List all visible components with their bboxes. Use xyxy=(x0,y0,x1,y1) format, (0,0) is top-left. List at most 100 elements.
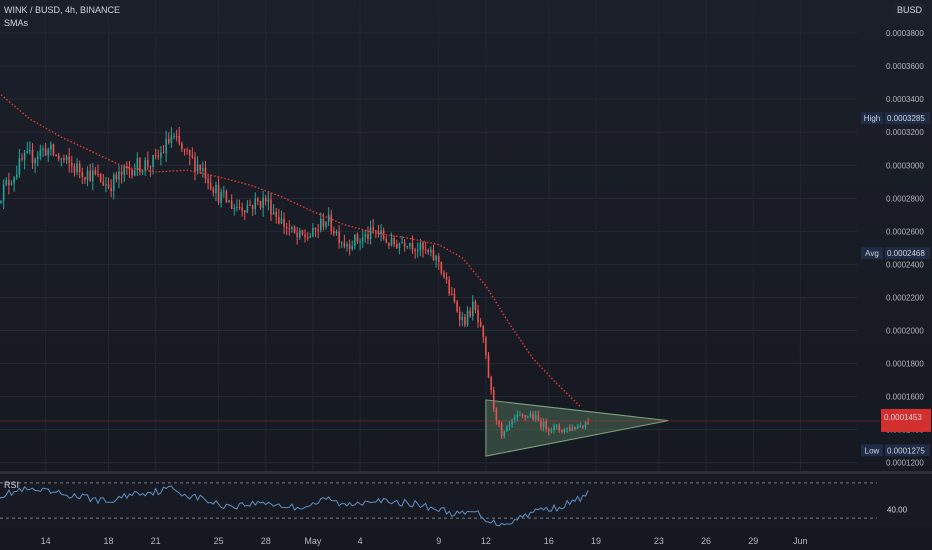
level-label: Low xyxy=(865,446,880,455)
candle-body xyxy=(13,177,15,184)
candle-body xyxy=(63,158,65,161)
candle-body xyxy=(178,136,181,144)
y-tick-label: 0.0003600 xyxy=(886,62,924,71)
candle-body xyxy=(91,170,94,182)
candle-body xyxy=(84,177,86,180)
candle-body xyxy=(270,199,272,215)
candle-body xyxy=(228,200,230,203)
candle-body xyxy=(139,158,141,173)
price-tags: High 0.0003285 Avg 0.0002468 Low 0.0001275 0.0… xyxy=(861,112,931,514)
candle-body xyxy=(346,244,348,247)
candle-body xyxy=(398,243,401,249)
x-tick-label: 25 xyxy=(214,536,224,546)
candle-body xyxy=(474,301,477,311)
candle-body xyxy=(382,230,385,239)
candle-body xyxy=(361,237,364,242)
candle-body xyxy=(521,414,524,416)
candle-body xyxy=(519,414,521,416)
candle-body xyxy=(47,149,50,156)
candle-body xyxy=(306,237,309,239)
candle-body xyxy=(15,174,18,178)
indicator-legend[interactable]: SMAs xyxy=(4,18,29,28)
candle-body xyxy=(411,242,414,250)
candle-body xyxy=(348,244,351,250)
candle-body xyxy=(204,167,207,179)
candle-body xyxy=(196,164,199,172)
candle-body xyxy=(42,148,44,150)
y-tick-label: 0.0003400 xyxy=(886,95,924,104)
candle-body xyxy=(333,230,335,234)
candle-body xyxy=(65,156,68,161)
candle-body xyxy=(422,242,424,250)
candle-body xyxy=(579,425,582,427)
candle-body xyxy=(157,155,160,158)
candle-body xyxy=(427,249,430,253)
current-price-tag-bg xyxy=(881,408,931,432)
candle-body xyxy=(461,317,464,321)
candle-body xyxy=(99,173,102,182)
x-tick-label: 28 xyxy=(261,536,271,546)
candles xyxy=(0,126,589,439)
candle-body xyxy=(60,158,63,160)
candle-body xyxy=(506,426,508,432)
grid xyxy=(0,0,857,527)
y-tick-label: 0.0003800 xyxy=(886,29,924,38)
time-axis[interactable]: 14 18 21 25 28 May 4 9 12 16 19 23 26 29 Jun xyxy=(41,536,808,546)
candle-body xyxy=(304,234,306,238)
candle-body xyxy=(529,414,532,417)
candle-body xyxy=(301,230,304,235)
sma-polyline[interactable] xyxy=(0,92,581,408)
candle-body xyxy=(508,424,511,427)
candle-body xyxy=(435,256,437,261)
candle-body xyxy=(364,234,367,238)
candle-body xyxy=(340,242,343,244)
candle-body xyxy=(485,337,487,356)
candle-body xyxy=(550,429,553,432)
level-label-bg xyxy=(861,444,883,457)
candle-body xyxy=(296,232,298,238)
candle-body xyxy=(558,425,561,431)
candle-body xyxy=(527,416,529,418)
x-tick-label: 19 xyxy=(591,536,601,546)
candle-body xyxy=(36,156,39,160)
rsi-line[interactable] xyxy=(0,485,589,527)
candle-body xyxy=(175,136,178,138)
candle-body xyxy=(393,237,395,245)
candle-body xyxy=(23,153,26,160)
candle-body xyxy=(2,184,5,201)
candle-body xyxy=(251,205,254,210)
pane-divider[interactable] xyxy=(0,471,932,474)
candle-body xyxy=(343,242,346,247)
candle-body xyxy=(314,227,317,231)
candle-body xyxy=(183,149,186,151)
candle-body xyxy=(34,159,36,164)
candle-body xyxy=(112,174,115,192)
candle-body xyxy=(511,419,513,425)
candle-body xyxy=(330,214,333,231)
candle-body xyxy=(283,218,285,227)
candle-body xyxy=(262,197,264,208)
y-tick-label: 0.0002000 xyxy=(886,327,924,336)
chart-title[interactable]: WINK / BUSD, 4h, BINANCE xyxy=(4,5,121,15)
candle-body xyxy=(71,162,73,167)
candle-body xyxy=(424,249,427,251)
candle-body xyxy=(414,249,416,251)
candle-body xyxy=(390,237,393,246)
x-tick-label: 21 xyxy=(151,536,161,546)
candle-body xyxy=(498,420,500,424)
candle-body xyxy=(561,430,563,433)
candle-body xyxy=(18,158,21,175)
candle-body xyxy=(456,301,458,312)
level-value: 0.0002468 xyxy=(887,249,925,258)
candle-body xyxy=(133,170,136,176)
candle-body xyxy=(513,417,516,420)
candle-body xyxy=(144,160,146,171)
candle-body xyxy=(377,230,380,235)
candle-body xyxy=(453,293,456,302)
candle-body xyxy=(188,150,191,156)
currency-label[interactable]: BUSD xyxy=(893,4,927,16)
candle-body xyxy=(500,423,503,437)
y-tick-label: 0.0002800 xyxy=(886,194,924,203)
rsi-legend[interactable]: RSI xyxy=(4,480,20,490)
